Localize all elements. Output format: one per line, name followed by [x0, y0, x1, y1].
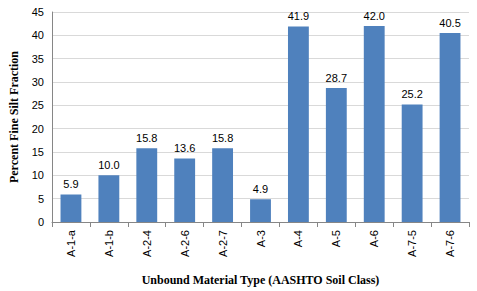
svg-text:Percent Fine Silt Fraction: Percent Fine Silt Fraction [7, 51, 21, 183]
svg-text:A-6: A-6 [368, 230, 380, 247]
svg-text:20: 20 [32, 123, 44, 135]
svg-text:10.0: 10.0 [98, 159, 119, 171]
svg-text:A-4: A-4 [292, 230, 304, 247]
svg-text:A-7-6: A-7-6 [444, 230, 456, 257]
svg-text:A-1-b: A-1-b [103, 230, 115, 257]
svg-text:15.8: 15.8 [136, 132, 157, 144]
svg-text:25: 25 [32, 99, 44, 111]
svg-text:A-1-a: A-1-a [65, 229, 77, 257]
svg-text:42.0: 42.0 [364, 10, 385, 22]
svg-text:5.9: 5.9 [63, 178, 78, 190]
svg-text:40: 40 [32, 29, 44, 41]
svg-text:15: 15 [32, 146, 44, 158]
svg-text:A-2-6: A-2-6 [179, 230, 191, 257]
svg-text:30: 30 [32, 76, 44, 88]
svg-text:Unbound Material Type (AASHTO: Unbound Material Type (AASHTO Soil Class… [142, 273, 380, 287]
svg-text:A-2-7: A-2-7 [217, 230, 229, 257]
svg-text:41.9: 41.9 [288, 10, 309, 22]
svg-text:13.6: 13.6 [174, 142, 195, 154]
svg-text:15.8: 15.8 [212, 132, 233, 144]
svg-text:4.9: 4.9 [253, 183, 268, 195]
svg-text:10: 10 [32, 169, 44, 181]
svg-text:40.5: 40.5 [439, 17, 460, 29]
svg-text:35: 35 [32, 53, 44, 65]
svg-text:A-2-4: A-2-4 [141, 230, 153, 257]
svg-text:5: 5 [38, 193, 44, 205]
svg-text:A-7-5: A-7-5 [406, 230, 418, 257]
svg-text:A-5: A-5 [330, 230, 342, 247]
svg-text:A-3: A-3 [255, 230, 267, 247]
svg-text:45: 45 [32, 6, 44, 18]
svg-text:28.7: 28.7 [326, 72, 347, 84]
svg-text:0: 0 [38, 216, 44, 228]
svg-text:25.2: 25.2 [401, 88, 422, 100]
